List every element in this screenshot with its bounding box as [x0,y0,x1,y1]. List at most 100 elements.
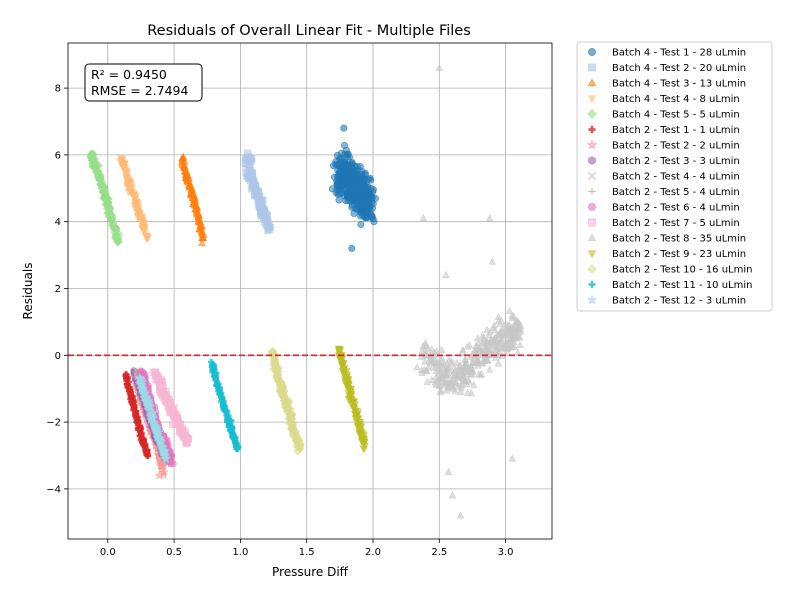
legend-item: Batch 4 - Test 4 - 8 uLmin [587,94,740,105]
data-point [490,321,499,329]
data-point [143,235,152,243]
data-point [420,366,428,374]
data-point [100,194,109,203]
data-point [462,379,471,388]
data-point [212,371,219,379]
plot-area: 0.0 0.5 1.0 1.5 2.0 2.5 3.0 −4 −2 0 2 4 6 8 R² = 0.9… [46,42,553,558]
data-point [435,365,443,373]
data-point [367,176,375,184]
data-point [137,215,145,223]
data-point [218,398,225,406]
data-point [475,344,483,352]
data-point [437,386,445,394]
data-point [466,352,474,360]
data-point [427,357,436,365]
outlier-point [340,124,348,132]
data-point [149,421,159,431]
data-point [435,369,443,377]
data-point [137,425,144,432]
data-point [188,190,197,198]
data-point [512,328,520,336]
plot-background [68,43,552,539]
data-point [344,153,352,161]
data-point [159,388,167,396]
data-point [443,383,452,391]
data-point [199,234,207,242]
data-point [431,378,439,386]
data-point [272,373,281,382]
data-point [259,208,267,216]
legend-label: Batch 2 - Test 2 - 2 uLmin [612,141,740,152]
data-point [363,208,371,216]
x-tick-label: 0.0 [100,547,116,558]
legend-item: Batch 2 - Test 2 - 2 uLmin [586,139,740,152]
data-point [471,358,480,367]
data-point [364,188,372,196]
data-point [453,366,461,375]
data-point [341,162,349,170]
data-point [482,344,490,352]
data-point [169,421,177,429]
data-point [261,219,269,227]
legend-item: Batch 2 - Test 10 - 16 uLmin [587,264,752,276]
legend-marker [588,48,596,56]
outlier-point [488,257,497,265]
data-point [453,358,461,367]
data-point [283,404,293,414]
data-point [503,347,511,355]
data-point [510,312,518,320]
y-tick-label: 0 [55,351,61,362]
data-point [459,345,467,354]
data-point [289,424,298,434]
data-point [468,367,476,376]
data-point [183,438,191,446]
legend-item: Batch 2 - Test 9 - 23 uLmin [587,249,746,260]
data-point [483,356,491,365]
data-point [356,212,364,220]
data-point [497,337,505,345]
legend-label: Batch 2 - Test 3 - 3 uLmin [612,156,740,167]
data-point [133,415,141,422]
chart-title: Residuals of Overall Linear Fit - Multip… [147,23,471,39]
data-point [138,368,146,376]
data-point [350,405,359,414]
data-point [295,444,305,454]
data-point [123,175,132,183]
data-point [234,445,241,453]
data-point [445,355,454,363]
data-point [254,191,262,199]
outlier-point [508,454,516,462]
data-point [413,362,421,371]
outlier-point [442,270,450,278]
series-6 [122,370,152,460]
series-16 [208,358,242,453]
legend-label: Batch 4 - Test 5 - 5 uLmin [612,110,740,121]
y-tick-label: −4 [46,484,61,495]
data-point [335,196,343,204]
r-squared-label: R² = 0.9450 [91,67,167,82]
x-tick-label: 2.0 [365,547,381,558]
rmse-label: RMSE = 2.7494 [91,83,189,98]
legend-item: Batch 2 - Test 8 - 35 uLmin [587,233,746,245]
data-point [463,342,472,350]
legend-label: Batch 2 - Test 12 - 3 uLmin [612,296,746,307]
legend-item: Batch 4 - Test 5 - 5 uLmin [587,109,740,121]
data-point [144,400,154,410]
data-point [497,316,506,324]
data-point [167,458,175,466]
data-point [458,373,467,381]
legend-marker [586,139,598,150]
legend-label: Batch 2 - Test 11 - 10 uLmin [612,280,752,291]
legend-item: Batch 2 - Test 5 - 4 uLmin [588,187,740,198]
y-axis-ticks: −4 −2 0 2 4 6 8 [46,84,68,495]
data-point [198,238,206,246]
legend-marker [588,203,596,211]
data-point [351,177,359,185]
data-point [139,435,146,442]
data-point [348,158,356,166]
data-point [221,405,228,412]
data-point [360,184,368,192]
data-point [141,224,150,233]
data-point [96,180,106,190]
